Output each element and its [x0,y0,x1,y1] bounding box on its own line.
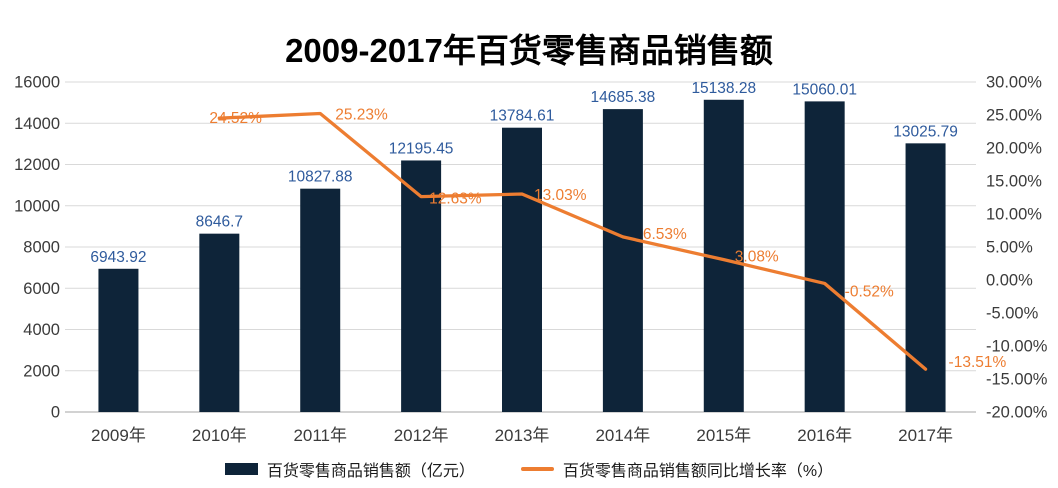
bar-value-label: 12195.45 [389,140,454,157]
line-series-swatch-icon [520,467,554,471]
x-axis-label: 2011年 [293,426,347,445]
x-axis-label: 2017年 [898,426,953,445]
chart-legend: 百货零售商品销售额（亿元） 百货零售商品销售额同比增长率（%） [0,457,1058,481]
right-axis-tick: 15.00% [986,173,1042,191]
bar-value-label: 6943.92 [90,249,146,266]
x-axis-label: 2012年 [394,426,449,445]
right-axis-tick: 5.00% [986,239,1033,257]
bar-value-label: 13784.61 [490,108,555,125]
line-value-label: 3.08% [735,249,779,266]
left-axis-tick: 16000 [14,74,60,92]
line-value-label: -0.52% [845,283,894,300]
bar [502,127,542,413]
line-value-label: 6.53% [643,226,687,243]
left-axis-tick: 14000 [14,115,60,133]
right-axis-tick: -15.00% [986,371,1048,389]
left-axis-tick: 8000 [23,239,60,257]
bar-value-label: 15060.01 [792,81,857,98]
x-axis-label: 2014年 [595,426,650,445]
line-value-label: 24.52% [209,110,262,127]
right-axis-tick: 10.00% [986,206,1042,224]
legend-label-sales: 百货零售商品销售额（亿元） [266,463,475,480]
line-value-label: -13.51% [949,354,1007,371]
left-axis-tick: 10000 [14,197,60,215]
bar [602,109,643,412]
right-axis-tick: 25.00% [986,107,1042,125]
right-axis-tick: -20.00% [986,404,1048,422]
bar [804,101,845,412]
legend-label-growth: 百货零售商品销售额同比增长率（%） [562,463,834,480]
right-axis-tick: 20.00% [986,140,1042,158]
left-axis-tick: 12000 [14,156,60,174]
bar-value-label: 14685.38 [591,89,656,106]
right-axis-tick: 0.00% [986,272,1033,290]
line-value-label: 12.63% [429,191,482,208]
left-axis-tick: 6000 [23,280,60,298]
x-axis-label: 2010年 [192,426,247,445]
right-axis-tick: -10.00% [986,338,1048,356]
bar [300,188,341,412]
right-axis-tick: -5.00% [986,305,1039,323]
x-axis-label: 2013年 [495,426,550,445]
legend-item-growth: 百货零售商品销售额同比增长率（%） [520,457,834,481]
bar-value-label: 13025.79 [893,123,958,140]
right-axis-tick: 30.00% [986,74,1042,92]
bar [199,233,240,412]
bar [98,268,139,412]
x-axis-label: 2009年 [91,426,146,445]
x-axis-label: 2016年 [797,426,852,445]
bar-value-label: 8646.7 [196,214,243,231]
left-axis-tick: 4000 [23,321,60,339]
bar-series-swatch-icon [224,463,258,475]
bar-value-label: 10827.88 [288,169,353,186]
legend-item-sales: 百货零售商品销售额（亿元） [224,457,475,481]
bar [401,160,442,412]
left-axis-tick: 2000 [23,362,60,380]
bar [905,143,946,412]
x-axis-label: 2015年 [696,426,751,445]
chart-title: 2009-2017年百货零售商品销售额 [285,32,773,69]
bar-value-label: 15138.28 [691,80,756,97]
line-value-label: 13.03% [534,187,587,204]
growth-line [217,111,928,371]
line-value-label: 25.23% [335,106,388,123]
left-axis-tick: 0 [51,404,60,422]
